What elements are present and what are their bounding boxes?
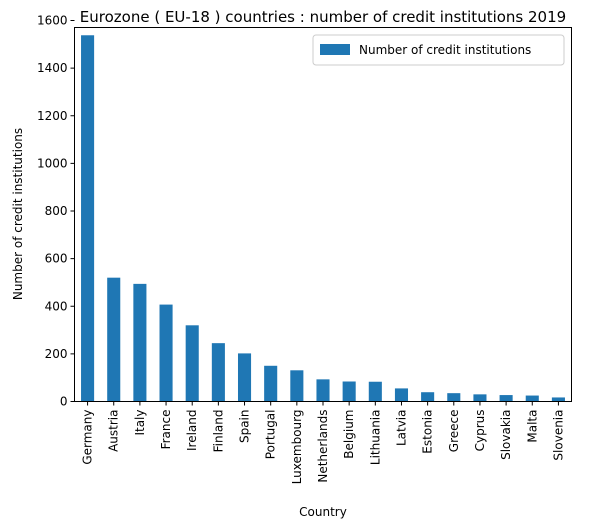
x-tick-label: Belgium xyxy=(342,410,356,459)
x-axis: Germany Austria Italy France Ireland Finland S… xyxy=(81,401,565,485)
y-tick-label: 1000 xyxy=(37,156,68,170)
bar-finland xyxy=(211,343,225,402)
bar-latvia xyxy=(394,388,409,402)
y-tick-label: 400 xyxy=(45,299,68,313)
bar-greece xyxy=(447,393,461,402)
x-tick-label: Cyprus xyxy=(473,410,487,452)
legend: Number of credit institutions xyxy=(312,34,565,66)
x-tick-label: Finland xyxy=(211,410,225,453)
bar-slovenia xyxy=(551,397,565,402)
legend-swatch xyxy=(320,44,350,55)
y-tick-label: 800 xyxy=(45,204,68,218)
bar-germany xyxy=(81,35,95,402)
legend-series-label: Number of credit institutions xyxy=(359,43,531,57)
y-tick-label: 600 xyxy=(45,252,68,266)
x-tick-label: France xyxy=(159,410,173,450)
x-tick-label: Germany xyxy=(81,410,95,465)
bar-luxembourg xyxy=(290,370,304,402)
x-tick-label: Luxembourg xyxy=(290,410,304,485)
x-tick-label: Malta xyxy=(525,410,539,443)
bars-group xyxy=(81,35,565,402)
y-tick-label: 1200 xyxy=(37,109,68,123)
x-tick-label: Latvia xyxy=(394,410,408,447)
legend-frame xyxy=(312,34,565,66)
bar-austria xyxy=(107,277,121,402)
x-tick-label: Italy xyxy=(133,410,147,436)
y-tick-label: 0 xyxy=(60,395,68,409)
chart-title: Eurozone ( EU-18 ) countries : number of… xyxy=(80,8,566,26)
bar-italy xyxy=(133,283,147,402)
x-tick-label: Greece xyxy=(447,410,461,453)
y-axis: 0 200 400 600 800 1000 1200 1400 1600 xyxy=(37,14,75,409)
y-tick-label: 1400 xyxy=(37,61,68,75)
bar-malta xyxy=(525,395,539,402)
x-tick-label: Ireland xyxy=(185,410,199,452)
x-tick-label: Netherlands xyxy=(316,410,330,483)
x-tick-label: Slovenia xyxy=(551,410,565,461)
x-tick-label: Portugal xyxy=(264,410,278,460)
bar-cyprus xyxy=(473,394,487,402)
bar-ireland xyxy=(185,325,199,402)
x-tick-label: Austria xyxy=(107,410,121,452)
y-tick-label: 1600 xyxy=(37,14,68,28)
x-tick-label: Spain xyxy=(238,410,252,444)
bar-france xyxy=(159,304,173,402)
bar-netherlands xyxy=(316,379,330,402)
bar-portugal xyxy=(264,365,278,402)
bar-lithuania xyxy=(368,381,382,402)
bar-estonia xyxy=(421,392,435,402)
x-tick-label: Slovakia xyxy=(499,410,513,460)
bar-slovakia xyxy=(499,395,513,402)
bar-spain xyxy=(237,353,252,402)
y-axis-label: Number of credit institutions xyxy=(11,128,25,300)
plot-frame xyxy=(74,27,572,402)
y-tick-label: 200 xyxy=(45,347,68,361)
x-axis-label: Country xyxy=(299,505,347,519)
x-tick-label: Estonia xyxy=(421,410,435,454)
x-tick-label: Lithuania xyxy=(368,410,382,466)
bar-belgium xyxy=(342,381,356,402)
